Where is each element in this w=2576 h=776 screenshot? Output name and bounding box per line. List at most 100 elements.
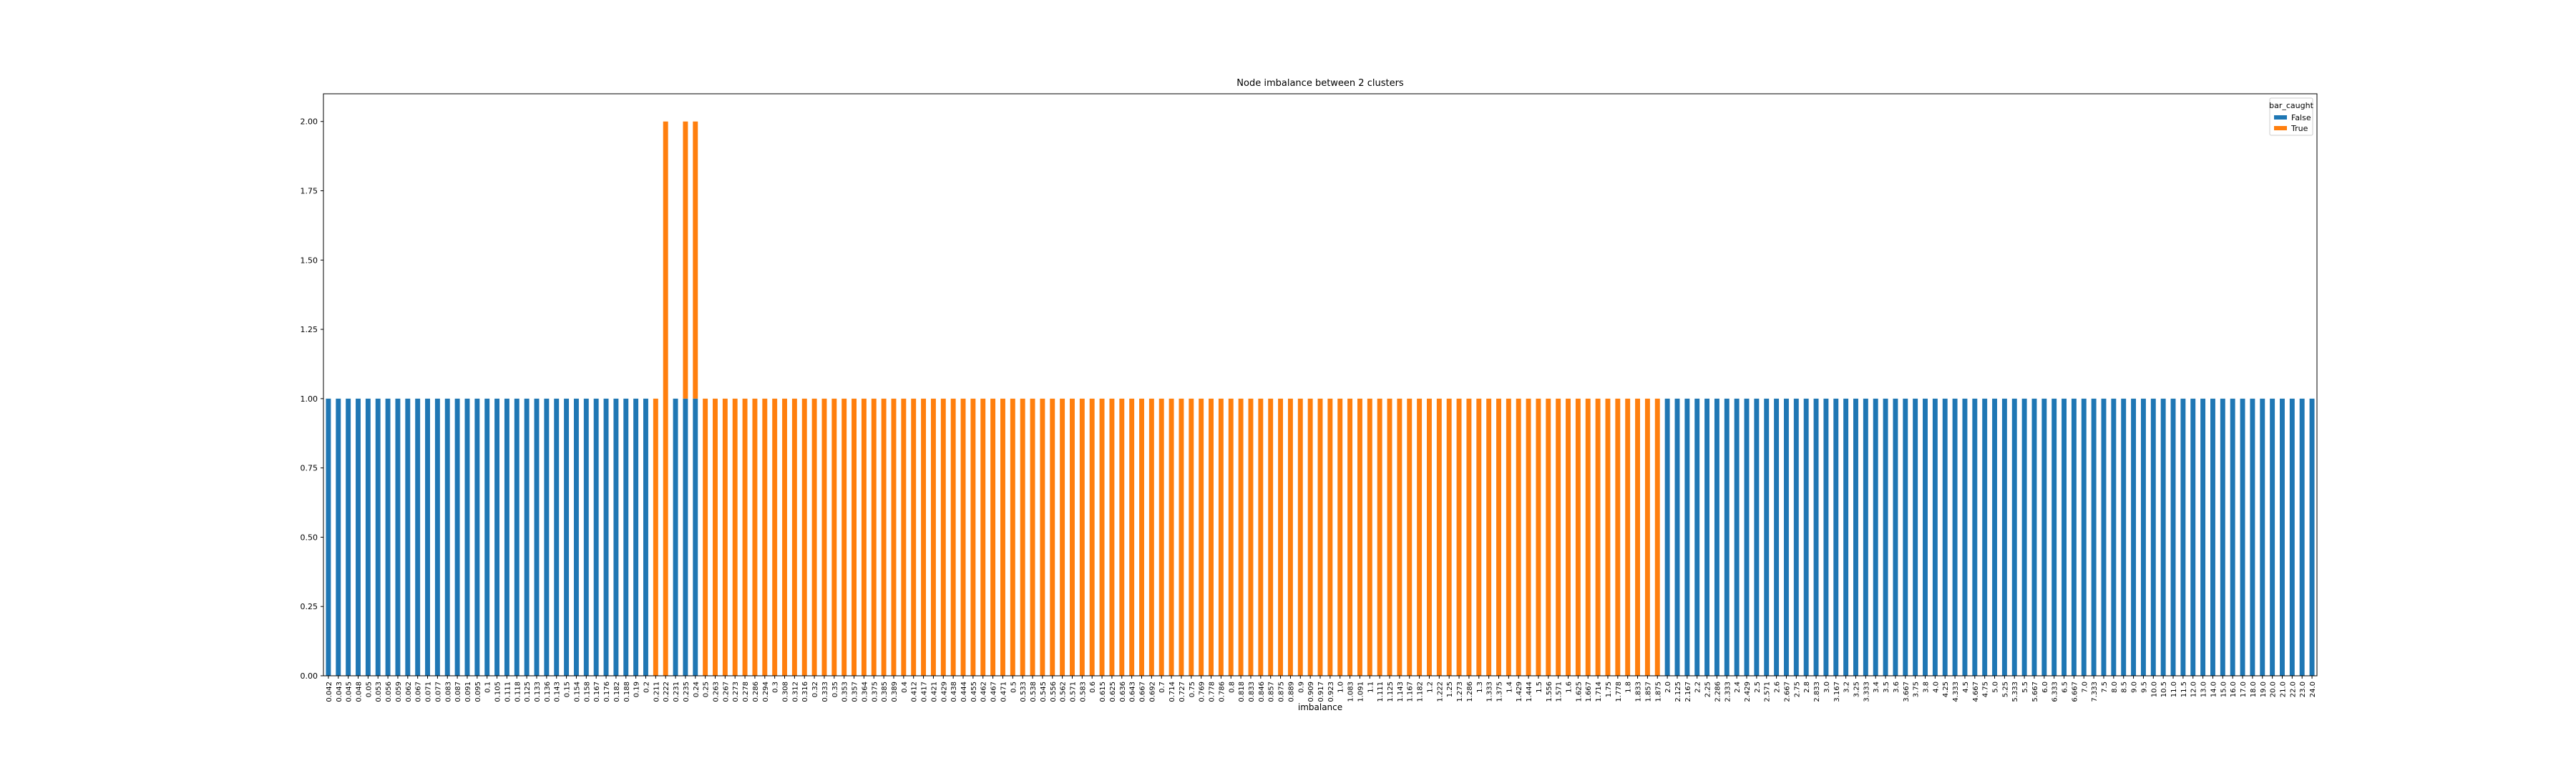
bar [1148,398,1154,676]
bar [1446,398,1452,676]
bar [1327,398,1333,676]
x-tick-label: 0.833 [1248,682,1256,702]
x-tick-label: 2.667 [1783,682,1791,702]
x-tick-label: 6.333 [2051,682,2059,702]
x-tick-label: 1.182 [1417,682,1425,702]
bar [752,398,758,676]
bar [1347,398,1353,676]
bar [603,398,609,676]
bar [2111,398,2117,676]
bar [573,398,579,676]
bar [791,398,797,676]
bar [1694,398,1700,676]
x-tick-label: 0.316 [801,682,809,702]
bar [1893,398,1898,676]
bar [1942,398,1948,676]
bar [653,398,658,676]
bar [1754,398,1760,676]
bar [484,398,490,676]
bar [454,398,460,676]
x-tick-label: 4.5 [1962,682,1970,693]
bar [1734,398,1740,676]
bar [1714,398,1719,676]
bar [1119,398,1125,676]
x-tick-label: 1.667 [1585,682,1593,702]
bar [1774,398,1780,676]
x-tick-label: 0.077 [434,682,442,702]
x-tick-label: 1.6 [1566,682,1574,693]
bar [1635,398,1641,676]
bar [2270,398,2275,676]
x-tick-label: 0.312 [791,682,799,702]
x-tick-label: 2.571 [1764,682,1772,702]
x-tick-label: 0.1 [484,682,492,693]
bar [1724,398,1729,676]
x-tick-label: 0.6 [1089,682,1097,693]
bar [1644,398,1650,676]
y-tick-label: 0.50 [301,533,318,542]
bar [1813,398,1819,676]
x-tick-label: 0.385 [881,682,889,702]
x-tick-label: 0.7 [1158,682,1166,693]
x-tick-label: 0.667 [1139,682,1147,702]
x-tick-label: 2.125 [1674,682,1682,702]
x-tick-label: 1.625 [1575,682,1583,702]
x-tick-label: 21.0 [2279,682,2287,697]
bar [434,398,440,676]
bar [1407,398,1413,676]
x-tick-label: 3.667 [1903,682,1911,702]
bar [930,398,936,676]
bar [1684,398,1690,676]
y-tick-label: 0.00 [301,671,318,681]
x-tick-label: 5.5 [2021,682,2029,693]
x-tick-label: 0.462 [980,682,988,702]
bar [772,398,778,676]
bar [405,398,411,676]
x-tick-label: 0.625 [1109,682,1117,702]
bar [1625,398,1631,676]
x-tick-label: 0.136 [544,682,552,702]
x-tick-label: 0.143 [554,682,562,702]
x-tick-label: 17.0 [2240,682,2248,697]
x-tick-label: 1.125 [1387,682,1395,702]
x-tick-label: 0.786 [1218,682,1226,702]
x-tick-label: 1.25 [1446,682,1454,697]
bar [683,398,688,676]
bar [623,398,629,676]
x-tick-label: 18.0 [2250,682,2258,697]
x-tick-label: 0.818 [1238,682,1246,702]
bar [831,398,837,676]
x-tick-label: 0.294 [762,682,770,702]
x-tick-label: 1.167 [1407,682,1415,702]
bar [504,398,509,676]
bar [911,398,917,676]
x-tick-label: 0.263 [712,682,720,702]
x-tick-label: 0.048 [356,682,364,702]
x-tick-label: 4.333 [1952,682,1960,702]
x-tick-label: 0.182 [613,682,621,702]
x-tick-label: 0.562 [1060,682,1068,702]
x-tick-label: 0.636 [1119,682,1127,702]
x-tick-label: 0.083 [444,682,452,702]
x-tick-label: 0.222 [663,682,670,702]
y-tick-label: 2.00 [301,117,318,127]
bar [1843,398,1849,676]
bar [2289,398,2295,676]
bar [2121,398,2127,676]
x-tick-label: 0.35 [831,682,839,697]
bar [2062,398,2067,676]
bar [1476,398,1482,676]
bar [474,398,480,676]
x-tick-label: 0.333 [821,682,829,702]
x-tick-label: 2.286 [1714,682,1722,702]
x-tick-label: 0.467 [990,682,998,702]
bar [346,398,351,676]
legend-label: True [2290,124,2308,133]
bar [2230,398,2235,676]
bar [1952,398,1958,676]
x-tick-label: 0.286 [752,682,760,702]
bar [2240,398,2245,676]
x-tick-label: 0.091 [464,682,472,702]
x-tick-label: 1.286 [1466,682,1474,702]
